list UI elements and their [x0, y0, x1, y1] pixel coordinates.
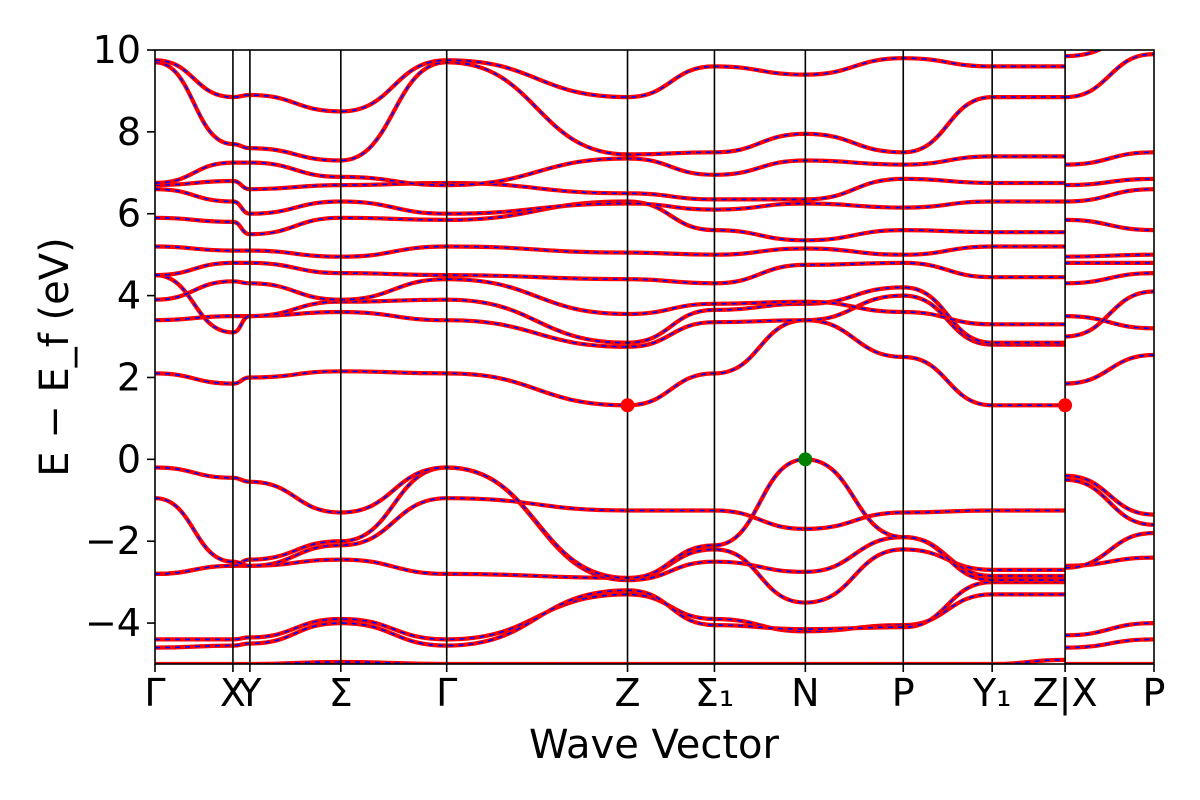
band-line-blue-dashed [155, 50, 1101, 113]
cbm-point [1058, 398, 1073, 413]
band-line-red [155, 580, 1154, 650]
band-line-blue-dashed [155, 272, 1154, 326]
special-points [620, 398, 1073, 467]
band-line-blue-dashed [155, 274, 1154, 344]
y-tick-label: 2 [117, 355, 141, 399]
bands-layer [155, 50, 1154, 664]
band-line-blue-dashed [155, 188, 1154, 215]
band-line-blue-dashed [155, 151, 1154, 186]
band-line-blue-dashed [155, 53, 1154, 162]
band-line-blue-dashed [155, 466, 1154, 581]
x-tick-label: Σ₁ [695, 671, 734, 715]
x-tick-label: Y₁ [972, 671, 1011, 715]
y-tick-label: 10 [93, 28, 141, 72]
x-tick-label: Y [237, 671, 262, 715]
band-line-red [155, 273, 1154, 345]
y-axis-title: E − E_f (eV) [32, 237, 78, 476]
band-line-red [155, 50, 1104, 114]
band-line-red [155, 318, 1154, 408]
x-axis-ticks: Γ XY Σ Γ Z Σ₁ N P Y₁ Z|X P [144, 664, 1165, 716]
y-tick-label: −4 [85, 601, 141, 645]
band-line-blue-dashed [155, 262, 1154, 285]
y-tick-label: 6 [117, 192, 141, 236]
x-tick-label: P [1143, 671, 1166, 715]
y-tick-label: 8 [117, 110, 141, 154]
y-tick-label: 0 [117, 437, 141, 481]
band-line-blue-dashed [155, 593, 1154, 641]
vbm-point [798, 452, 813, 467]
x-tick-label: Γ [436, 671, 457, 715]
x-tick-label: Z [615, 671, 641, 715]
plot-frame [154, 49, 1155, 665]
x-tick-label: N [791, 671, 819, 715]
x-tick-label: X [220, 671, 246, 715]
y-tick-label: 4 [117, 274, 141, 318]
x-tick-label: Σ [329, 671, 353, 715]
band-line-blue-dashed [155, 474, 1154, 567]
y-tick-label: −2 [85, 519, 141, 563]
band-line-red [155, 592, 1154, 642]
y-axis-ticks: −4 −2 0 2 4 6 8 10 [85, 28, 155, 645]
x-tick-label: P [892, 671, 915, 715]
band-line-blue-dashed [155, 581, 1154, 649]
x-tick-label: Z|X [1033, 671, 1098, 716]
cbm-point [620, 398, 635, 413]
band-line-blue-dashed [155, 294, 1154, 348]
band-line-blue-dashed [155, 178, 1154, 201]
x-tick-label: Γ [144, 671, 165, 715]
band-line-blue-dashed [155, 319, 1154, 407]
band-line-blue-dashed [155, 245, 1154, 258]
x-axis-title: Wave Vector [529, 722, 780, 768]
high-symmetry-lines [232, 50, 1066, 664]
band-line-red [155, 176, 1154, 202]
